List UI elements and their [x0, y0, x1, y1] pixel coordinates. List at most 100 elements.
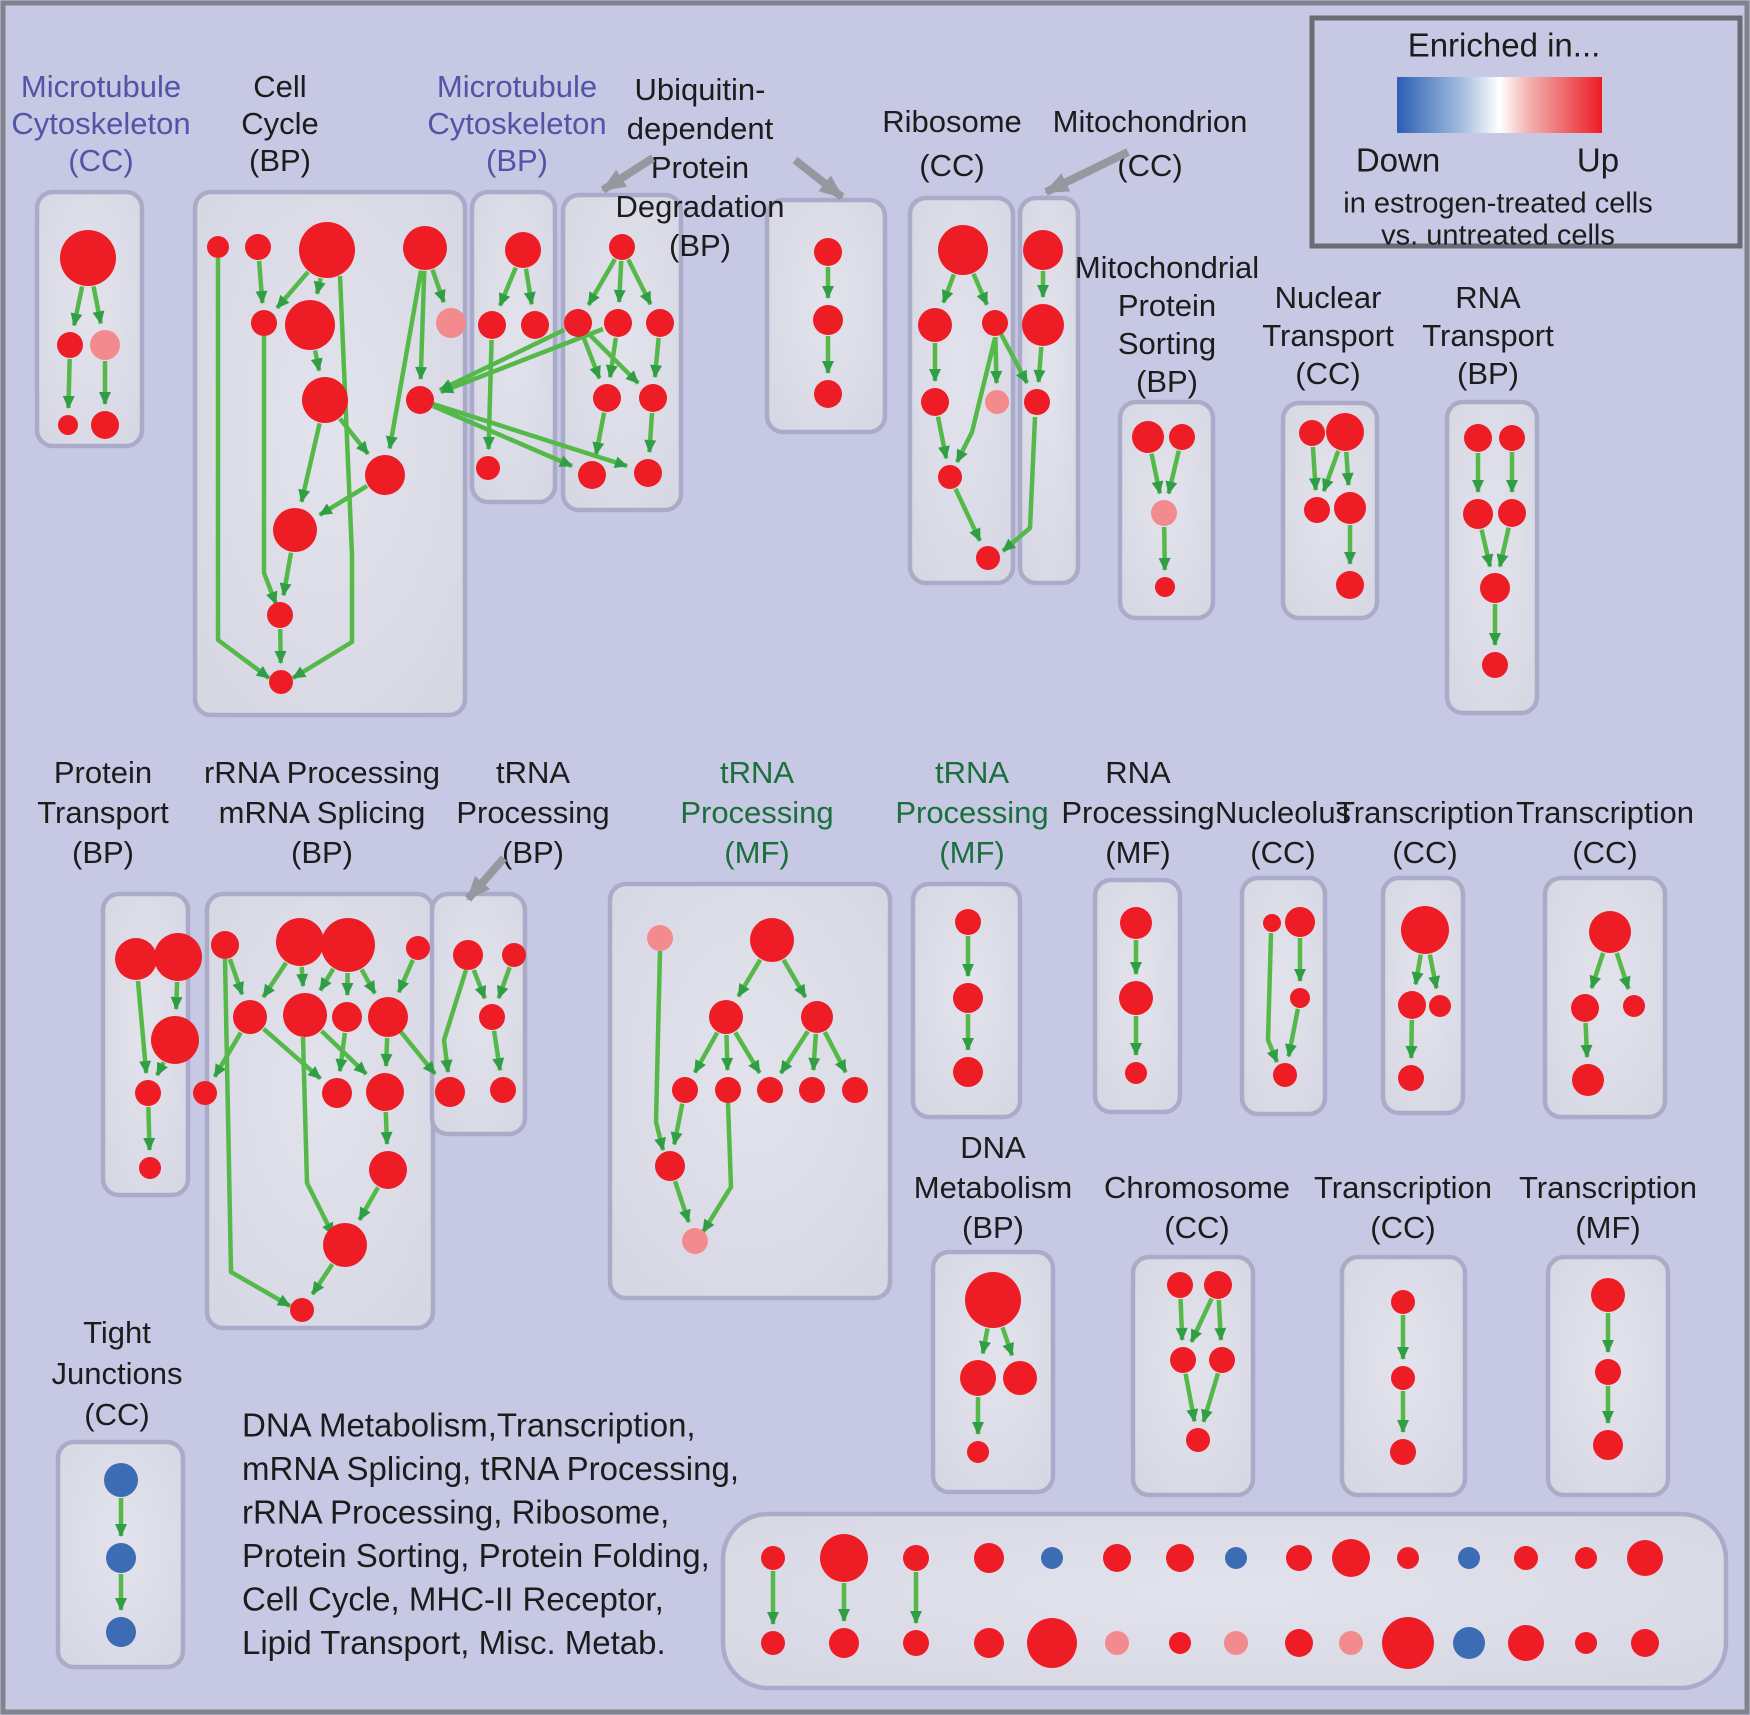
ribosome-cc-node-0 [938, 225, 988, 275]
trna-processing-mf-1-label: (MF) [724, 835, 789, 870]
misc-pathways-node-8 [1286, 1545, 1312, 1571]
ribosome-cc-label: (CC) [919, 148, 984, 183]
nuclear-transport-cc-label: Nuclear [1275, 280, 1382, 315]
rrna-processing-mrna-splicing-bp-node-12 [323, 1223, 367, 1267]
mitochondrial-protein-sorting-bp-edge [1158, 526, 1171, 572]
misc-pathways-node-14 [1627, 1540, 1663, 1576]
trna-processing-mf-1-edge-path [653, 950, 666, 1151]
misc-pathways-node-17 [903, 1630, 929, 1656]
rrna-processing-mrna-splicing-bp-edge [296, 966, 309, 988]
transcription-mf-node-2 [1593, 1430, 1623, 1460]
ubiquitin-dependent-protein-degradation-bp-edge [650, 337, 663, 379]
transcription-cc-a-node-1 [1398, 991, 1426, 1019]
chromosome-cc-node-1 [1204, 1271, 1232, 1299]
trna-processing-bp-edge-path [440, 969, 469, 1073]
rna-processing-mf-node-1 [1119, 981, 1153, 1015]
transcription-cc-2-node-2 [1390, 1439, 1416, 1465]
nucleolus-cc-node-1 [1285, 907, 1315, 937]
cell-cycle-bp-node-9 [365, 455, 405, 495]
protein-transport-bp-node-4 [139, 1157, 161, 1179]
trna-processing-mf-1-edge [736, 958, 763, 998]
nuclear-transport-cc-node-2 [1304, 497, 1330, 523]
rna-processing-mf-node-0 [1120, 907, 1152, 939]
ubiquitin-dependent-protein-degradation-bp-node-4 [593, 384, 621, 412]
misc-pathways-node-4 [1041, 1547, 1063, 1569]
protein-transport-bp-edge [143, 1106, 156, 1152]
cell-cycle-bp-node-5 [285, 300, 335, 350]
transcription-cc-b-edge [1614, 952, 1631, 990]
pointer-to-ubiquitin-box-right [792, 156, 845, 201]
rna-transport-bp-label: (BP) [1457, 356, 1519, 391]
rrna-processing-mrna-splicing-bp-node-0 [211, 931, 239, 959]
mitochondrion-cc-node-0 [1023, 230, 1063, 270]
rna-transport-bp-label: Transport [1422, 318, 1554, 353]
ribosome-cc-edge [953, 487, 982, 542]
tight-junctions-cc-label: Junctions [52, 1356, 183, 1391]
trna-processing-mf-1-node-3 [801, 1001, 833, 1033]
mitochondrial-protein-sorting-bp-node-2 [1151, 500, 1177, 526]
cell-cycle-bp-edge [415, 270, 428, 381]
trna-processing-mf-1-edge-path [701, 1102, 734, 1234]
cell-cycle-bp-edge-path [261, 336, 279, 605]
ribosome-cc-node-4 [985, 390, 1009, 414]
rna-processing-mf-label: Processing [1061, 795, 1214, 830]
trna-processing-bp-edge [496, 966, 512, 1000]
cell-cycle-bp-edge [274, 628, 287, 665]
dna-metabolism-bp-node-1 [960, 1360, 996, 1396]
misc-pathways-text-line: Protein Sorting, Protein Folding, [242, 1537, 710, 1574]
rrna-processing-mrna-splicing-bp-label: (BP) [291, 835, 353, 870]
legend-gradient-bar [1397, 77, 1602, 133]
nuclear-transport-cc-node-1 [1326, 413, 1364, 451]
misc-pathways-text-line: DNA Metabolism,Transcription, [242, 1407, 696, 1444]
rna-transport-bp-node-2 [1463, 499, 1493, 529]
rrna-processing-mrna-splicing-bp-edge [227, 958, 245, 996]
trna-processing-mf-1-edge [822, 1031, 848, 1074]
trna-processing-mf-1-node-1 [750, 918, 794, 962]
trna-processing-mf-1-edge [721, 1034, 734, 1072]
misc-pathways-node-25 [1382, 1617, 1434, 1669]
nucleolus-cc-edge-path [1265, 932, 1280, 1063]
trna-processing-mf-2-label: tRNA [935, 755, 1009, 790]
ribosome-cc-label: Ribosome [882, 104, 1022, 139]
nucleolus-cc-edge [1285, 1008, 1301, 1058]
rrna-processing-mrna-splicing-bp-edge [396, 959, 415, 994]
cell-cycle-bp-edge-path [215, 258, 271, 680]
microtubule-cytoskeleton-cc-node-4 [91, 411, 119, 439]
transcription-mf-label: Transcription [1519, 1170, 1697, 1205]
misc-pathways-node-22 [1224, 1631, 1248, 1655]
misc-pathways-node-9 [1332, 1539, 1370, 1577]
dna-metabolism-bp-node-2 [1003, 1361, 1037, 1395]
nuclear-transport-cc-label: (CC) [1295, 356, 1360, 391]
cell-cycle-bp-node-12 [269, 670, 293, 694]
cell-cycle-bp-node-1 [245, 234, 271, 260]
transcription-cc-a-edge [1405, 1019, 1418, 1060]
trna-processing-bp-node-0 [453, 940, 483, 970]
misc-pathways-text-line: rRNA Processing, Ribosome, [242, 1494, 669, 1531]
misc-pathways-node-28 [1575, 1632, 1597, 1654]
cell-cycle-bp-label: Cell [253, 69, 306, 104]
mitochondrial-protein-sorting-bp-label: Mitochondrial [1075, 250, 1259, 285]
ribosome-cc-edge [935, 416, 950, 460]
trna-processing-mf-2-node-0 [955, 909, 981, 935]
protein-transport-bp-edge [170, 981, 183, 1011]
cross-cluster-edge [432, 401, 628, 469]
trna-processing-mf-1-node-7 [799, 1077, 825, 1103]
microtubule-cytoskeleton-cc-edge [62, 358, 75, 410]
cell-cycle-bp-label: Cycle [241, 106, 319, 141]
microtubule-cytoskeleton-bp-node-0 [505, 232, 541, 268]
misc-pathways-node-24 [1339, 1631, 1363, 1655]
misc-pathways-node-6 [1166, 1544, 1194, 1572]
tight-junctions-cc-node-0 [104, 1463, 138, 1497]
rrna-processing-mrna-splicing-bp-node-9 [322, 1078, 352, 1108]
rrna-processing-mrna-splicing-bp-edge-path [222, 958, 292, 1308]
rna-transport-bp-edge [1496, 527, 1511, 568]
trna-processing-bp-node-1 [502, 943, 526, 967]
misc-pathways-node-21 [1169, 1632, 1191, 1654]
misc-pathways-node-7 [1225, 1547, 1247, 1569]
nucleolus-cc-node-2 [1290, 988, 1310, 1008]
misc-pathways-node-5 [1103, 1544, 1131, 1572]
rna-transport-bp-node-0 [1464, 424, 1492, 452]
ubiquitin-dependent-protein-degradation-bp-node-7 [634, 459, 662, 487]
trna-processing-bp-node-3 [435, 1077, 465, 1107]
